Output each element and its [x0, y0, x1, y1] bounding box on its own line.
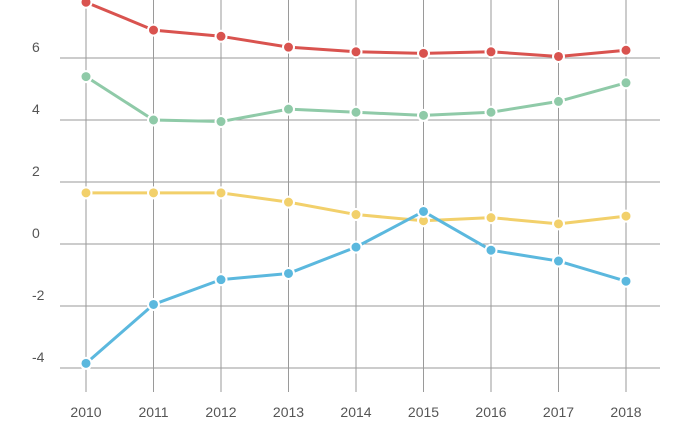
- series-3-point-2012: [214, 186, 228, 200]
- y-tick-label-0: 0: [32, 225, 40, 241]
- series-3-point-2017: [552, 217, 565, 231]
- series-4-point-2014: [349, 240, 363, 254]
- series-4: [79, 204, 633, 370]
- series-2-point-2010: [79, 70, 93, 84]
- y-tick-label--4: -4: [32, 349, 45, 365]
- series-2: [79, 70, 633, 129]
- series-1-point-2017: [552, 49, 565, 63]
- x-tick-label-2012: 2012: [205, 404, 236, 420]
- series-1-point-2016: [484, 45, 498, 59]
- series-4-point-2010: [79, 356, 93, 370]
- y-axis-tick-labels: -4 -2 0 2 4 6: [32, 39, 45, 365]
- y-tick-label-2: 2: [32, 163, 40, 179]
- x-tick-label-2013: 2013: [273, 404, 304, 420]
- x-tick-label-2015: 2015: [408, 404, 439, 420]
- series-1-point-2012: [214, 29, 228, 43]
- x-tick-label-2014: 2014: [340, 404, 371, 420]
- series-3-point-2016: [484, 211, 498, 225]
- y-tick-label-4: 4: [32, 101, 40, 117]
- series-2-point-2018: [619, 76, 633, 90]
- series-1-point-2014: [349, 45, 363, 59]
- series-2-point-2015: [417, 108, 430, 122]
- x-axis-tick-labels: 2010 2011 2012 2013 2014 2015 2016 2017 2018: [70, 404, 641, 420]
- series-3: [79, 186, 633, 231]
- series-1-point-2015: [417, 46, 430, 60]
- x-gridlines: [85, 0, 627, 392]
- series-1-point-2013: [282, 40, 295, 54]
- series-4-point-2012: [214, 273, 228, 287]
- series-4-point-2013: [282, 266, 295, 280]
- series-layer: [79, 0, 633, 370]
- series-3-point-2013: [282, 195, 295, 209]
- series-2-point-2013: [282, 102, 295, 116]
- x-tick-label-2010: 2010: [70, 404, 101, 420]
- series-3-point-2010: [79, 186, 93, 200]
- y-tick-label-6: 6: [32, 39, 40, 55]
- series-4-point-2017: [552, 254, 565, 268]
- series-4-point-2015: [417, 204, 430, 218]
- series-4-point-2018: [619, 274, 633, 288]
- x-tick-label-2017: 2017: [543, 404, 574, 420]
- series-4-point-2016: [484, 243, 498, 257]
- x-tick-label-2011: 2011: [138, 404, 168, 420]
- series-1: [79, 0, 633, 63]
- series-2-point-2012: [214, 115, 228, 129]
- series-1-point-2011: [147, 23, 160, 37]
- series-3-point-2018: [619, 209, 633, 223]
- x-tick-label-2016: 2016: [475, 404, 506, 420]
- series-1-point-2018: [619, 43, 633, 57]
- series-2-point-2017: [552, 94, 565, 108]
- series-3-point-2014: [349, 208, 363, 222]
- y-tick-label--2: -2: [32, 287, 45, 303]
- series-1-point-2010: [79, 0, 93, 9]
- series-2-point-2014: [349, 105, 363, 119]
- series-2-point-2016: [484, 105, 498, 119]
- series-2-point-2011: [147, 113, 160, 127]
- x-tick-label-2018: 2018: [610, 404, 641, 420]
- series-4-point-2011: [147, 297, 160, 311]
- series-3-point-2011: [147, 186, 160, 200]
